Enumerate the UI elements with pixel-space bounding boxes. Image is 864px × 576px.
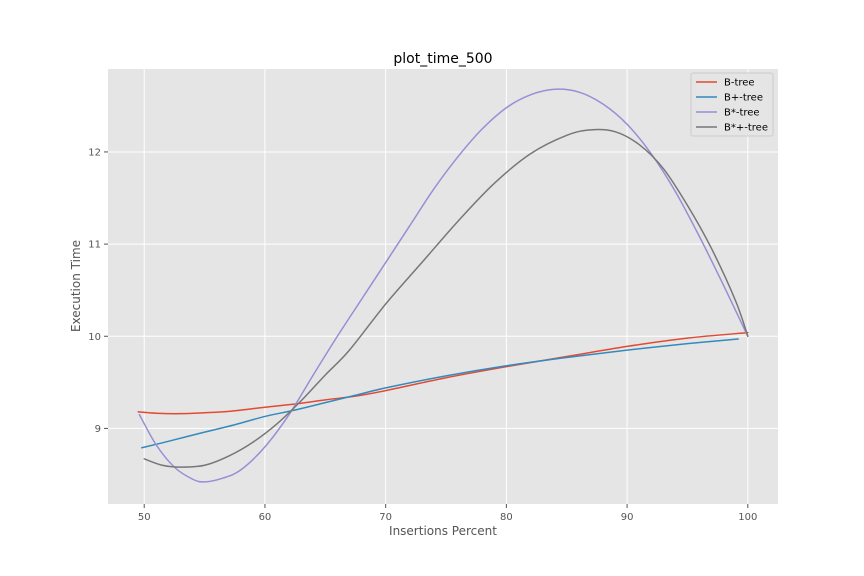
legend-label-b-plus-tree: B+-tree [724, 93, 763, 104]
x-axis-ticks: 50 60 70 80 90 100 [138, 504, 757, 523]
series-lines [137, 88, 749, 483]
legend-label-b-star-tree: B*-tree [724, 108, 760, 119]
legend-label-b-star-plus-tree: B*+-tree [724, 123, 768, 134]
chart-title: plot_time_500 [393, 51, 492, 67]
x-tick-label: 80 [500, 512, 513, 523]
legend-box [690, 72, 774, 137]
y-tick-label: 10 [88, 332, 101, 343]
x-axis-label: Insertions Percent [389, 524, 497, 538]
series-line-b-tree [137, 331, 749, 415]
legend: B-tree B+-tree B*-tree B*+-tree [690, 72, 774, 137]
x-tick-label: 100 [738, 512, 757, 523]
x-tick-label: 50 [138, 512, 151, 523]
x-tick-label: 60 [259, 512, 272, 523]
series-line-b-star-tree [138, 88, 749, 483]
y-tick-label: 12 [88, 147, 101, 158]
x-tick-label: 90 [621, 512, 634, 523]
legend-label-b-tree: B-tree [724, 78, 755, 89]
y-axis-label: Execution Time [69, 240, 83, 332]
y-axis-ticks: 9 10 11 12 [88, 147, 108, 435]
x-tick-label: 70 [379, 512, 392, 523]
y-tick-label: 9 [95, 424, 101, 435]
plot-area [108, 69, 778, 504]
series-line-b-star-plus-tree [143, 128, 749, 468]
series-line-b-plus-tree [141, 338, 739, 449]
grid-lines [108, 69, 778, 504]
y-tick-label: 11 [88, 240, 101, 251]
